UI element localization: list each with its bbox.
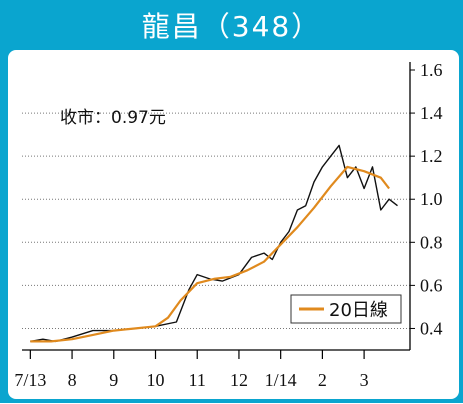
y-tick-label: 1.0 bbox=[420, 189, 443, 209]
y-tick-label: 1.6 bbox=[420, 60, 443, 80]
y-tick-label: 0.8 bbox=[420, 232, 443, 252]
x-tick-label: 11 bbox=[189, 370, 206, 390]
chart-svg: 0.40.60.81.01.21.41.67/13 8 9 10 11 12 1/14 2 3 … bbox=[14, 60, 442, 390]
x-tick-label: 8 bbox=[68, 370, 77, 390]
x-tick-label: 1/14 bbox=[265, 370, 297, 390]
x-tick-label: 2 bbox=[318, 370, 327, 390]
x-tick-label: 12 bbox=[230, 370, 248, 390]
x-tick-label: 3 bbox=[360, 370, 369, 390]
x-tick-label: 10 bbox=[147, 370, 165, 390]
legend-ma20-label: 20日線 bbox=[329, 300, 388, 321]
x-tick-label: 7/13 bbox=[14, 370, 46, 390]
legend: 20日線 bbox=[290, 294, 402, 324]
y-tick-label: 0.4 bbox=[420, 318, 443, 338]
chart-title: 龍昌（348） bbox=[141, 10, 322, 43]
y-tick-label: 1.4 bbox=[420, 103, 443, 123]
y-tick-label: 0.6 bbox=[420, 275, 443, 295]
y-tick-label: 1.2 bbox=[420, 146, 443, 166]
chart-area: 0.4 0.6 0.8 1.0 1.2 1.4 1.6 7/13 8 9 10 11 12 1/14 2 3 … bbox=[8, 50, 459, 399]
x-tick-label: 9 bbox=[109, 370, 118, 390]
ma20-line bbox=[30, 165, 390, 343]
close-price-annotation: 收市：0.97元 bbox=[60, 108, 166, 128]
axes: 0.4 0.6 0.8 1.0 1.2 1.4 1.6 7/13 8 9 10 11 12 1/14 2 3 bbox=[14, 60, 442, 390]
series-group bbox=[30, 144, 398, 343]
